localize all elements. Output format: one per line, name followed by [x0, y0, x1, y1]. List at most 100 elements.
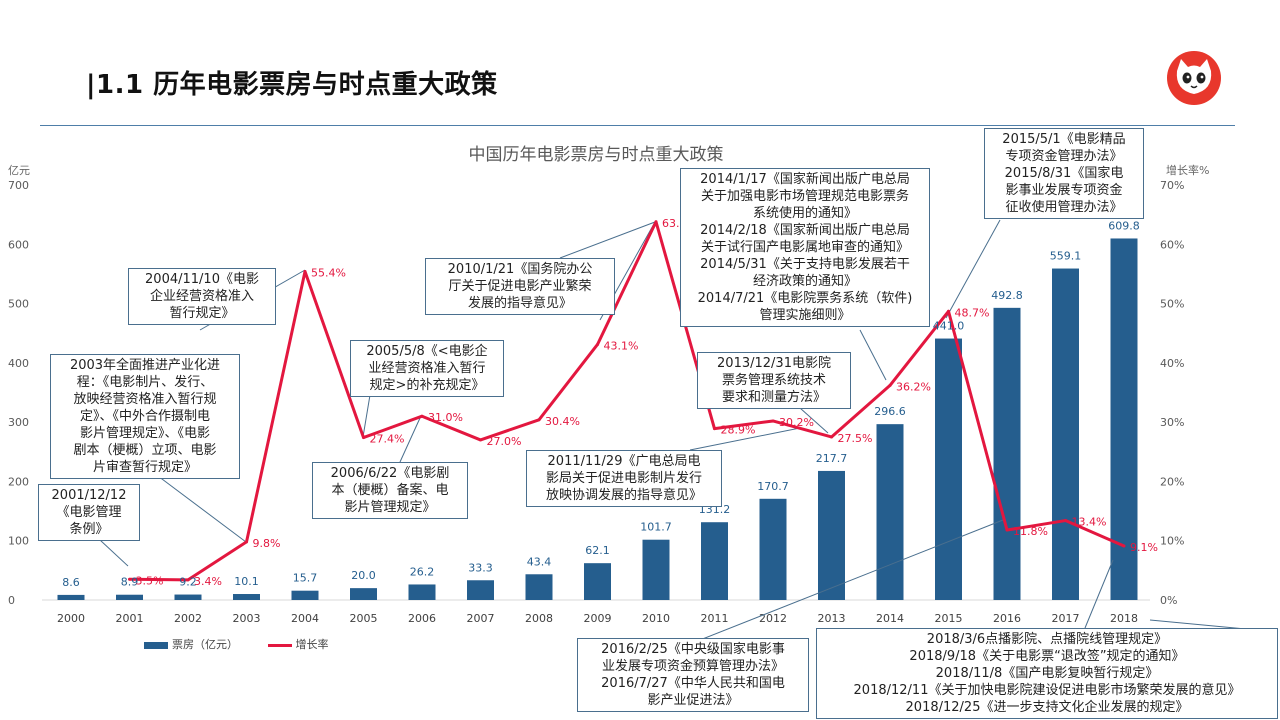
growth-point-2006	[420, 414, 424, 418]
leader-line-0	[99, 539, 129, 567]
page-title: |1.1 历年电影票房与时点重大政策	[86, 70, 498, 100]
growth-label-2007: 27.0%	[487, 435, 522, 448]
leader-line-3	[362, 394, 371, 438]
growth-label-2008: 30.4%	[545, 415, 580, 428]
bar-label-2012: 170.7	[757, 480, 789, 493]
growth-point-2011	[713, 427, 716, 431]
x-tick-label: 2008	[525, 612, 553, 625]
x-tick-label: 2001	[116, 612, 144, 625]
x-tick-label: 2000	[57, 612, 85, 625]
bar-label-2010: 101.7	[640, 521, 672, 534]
growth-point-2014	[888, 383, 892, 387]
x-tick-label: 2017	[1052, 612, 1080, 625]
growth-rate-line	[129, 220, 1125, 582]
leader-line-1	[149, 469, 247, 543]
annotation-2010: 2010/1/21《国务院办公 厅关于促进电影产业繁荣 发展的指导意见》	[425, 258, 615, 315]
y-left-tick: 0	[8, 594, 15, 607]
annotation-2013: 2013/12/31电影院 票务管理系统技术 要求和测量方法》	[697, 352, 851, 409]
bar-2001	[116, 594, 143, 600]
x-tick-label: 2014	[876, 612, 904, 625]
bar-2004	[291, 590, 319, 600]
growth-label-2013: 27.5%	[838, 432, 873, 445]
growth-label-2003: 9.8%	[253, 537, 281, 550]
bar-2014	[876, 424, 904, 600]
leader-line-4	[399, 417, 421, 463]
y-left-tick: 700	[8, 179, 29, 192]
annotation-2004: 2004/11/10《电影 企业经营资格准入 暂行规定》	[128, 268, 276, 325]
growth-label-2011: 28.9%	[721, 424, 756, 437]
growth-label-2018: 9.1%	[1130, 541, 1158, 554]
x-tick-label: 2009	[584, 612, 612, 625]
x-tick-label: 2007	[467, 612, 495, 625]
growth-point-2007	[479, 438, 482, 442]
x-tick-label: 2015	[935, 612, 963, 625]
bar-2003	[233, 594, 260, 600]
annotation-2018: 2018/3/6点播影院、点播院线管理规定》 2018/9/18《关于电影票“退改…	[816, 628, 1278, 719]
annotation-2016: 2016/2/25《中央级国家电影事 业发展专项资金预算管理办法》 2016/7/2…	[577, 638, 809, 712]
growth-label-2004: 55.4%	[311, 267, 346, 280]
leader-line-8	[859, 329, 887, 381]
chart-title: 中国历年电影票房与时点重大政策	[469, 145, 724, 165]
x-tick-label: 2016	[993, 612, 1021, 625]
growth-point-2008	[537, 418, 541, 422]
annotation-2005: 2005/5/8《<电影企 业经营资格准入暂行 规定>的补充规定》	[350, 340, 504, 397]
y-left-tick: 500	[8, 298, 29, 311]
leader-line-6	[689, 427, 801, 451]
y-right-tick: 0%	[1160, 594, 1177, 607]
y-right-tick: 10%	[1160, 535, 1184, 548]
x-tick-label: 2010	[642, 612, 670, 625]
bar-2018	[1110, 238, 1138, 600]
bar-label-2001: 8.9	[121, 576, 139, 589]
growth-point-2009	[596, 342, 599, 346]
growth-point-2016	[1005, 528, 1009, 532]
bar-label-2009: 62.1	[585, 544, 610, 557]
growth-label-2002: 3.4%	[194, 575, 222, 588]
bar-2005	[350, 588, 377, 600]
growth-point-2015	[947, 309, 950, 313]
bar-2002	[174, 594, 202, 600]
leader-line-9	[945, 219, 1001, 319]
bar-label-2004: 15.7	[293, 572, 318, 585]
leader-line-7	[799, 407, 829, 434]
growth-point-2004	[303, 270, 307, 274]
annotation-2006: 2006/6/22《电影剧 本（梗概）备案、电 影片管理规定》	[312, 462, 468, 519]
growth-label-2006: 31.0%	[428, 411, 463, 424]
bar-2006	[408, 584, 436, 600]
bar-label-2008: 43.4	[527, 555, 552, 568]
y-right-tick: 70%	[1160, 179, 1184, 192]
legend-swatch-bar	[144, 641, 168, 649]
growth-point-2017	[1064, 519, 1067, 523]
bar-label-2006: 26.2	[410, 565, 435, 578]
bar-2013	[818, 470, 845, 600]
x-tick-label: 2004	[291, 612, 319, 625]
annotation-2011: 2011/11/29《广电总局电 影局关于促进电影制片发行 放映协调发展的指导意见》	[526, 450, 722, 507]
bar-2009	[584, 563, 611, 600]
growth-point-2005	[362, 436, 365, 440]
y-right-tick: 50%	[1160, 298, 1184, 311]
growth-point-2003	[245, 540, 248, 544]
bar-2010	[642, 539, 670, 600]
growth-label-2005: 27.4%	[370, 433, 405, 446]
growth-label-2001: 3.5%	[136, 574, 164, 587]
bar-2017	[1052, 268, 1079, 600]
bar-label-2016: 492.8	[991, 289, 1023, 302]
cat-logo	[1167, 51, 1221, 105]
growth-point-2002	[186, 578, 190, 582]
bar-label-2018: 609.8	[1108, 219, 1140, 232]
bar-label-2005: 20.0	[351, 569, 376, 582]
bar-label-2007: 33.3	[468, 561, 493, 574]
annotation-2003: 2003年全面推进产业化进 程：《电影制片、发行、 放映经营资格准入暂行规 定》、《中…	[50, 354, 240, 479]
y-left-tick: 100	[8, 535, 29, 548]
bar-label-2003: 10.1	[234, 575, 259, 588]
x-tick-label: 2012	[759, 612, 787, 625]
x-tick-label: 2018	[1110, 612, 1138, 625]
annotation-2001: 2001/12/12 《电影管理 条例》	[38, 484, 140, 541]
growth-label-2015: 48.7%	[955, 306, 990, 319]
bar-label-2000: 8.6	[62, 576, 80, 589]
growth-point-2013	[830, 435, 833, 439]
x-tick-label: 2002	[174, 612, 202, 625]
y-right-tick: 30%	[1160, 416, 1184, 429]
growth-label-2016: 11.8%	[1013, 525, 1048, 538]
bar-2000	[57, 594, 85, 600]
legend-label-line: 增长率	[295, 638, 329, 651]
